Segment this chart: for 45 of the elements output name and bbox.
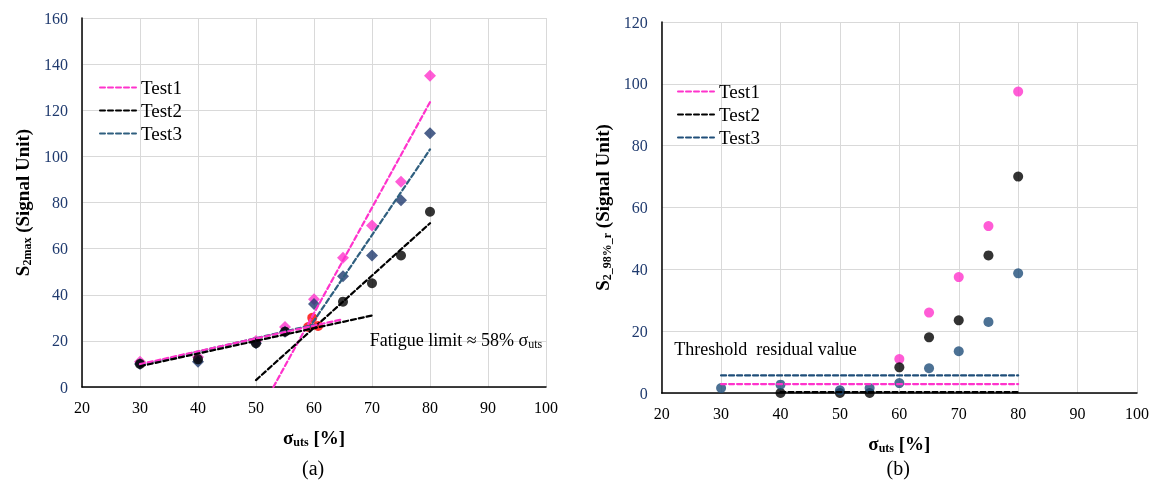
y-tick-label: 80	[631, 137, 648, 155]
legend-label: Test1	[719, 81, 760, 102]
y-tick-label: 140	[44, 55, 68, 73]
y-tick-label: 60	[631, 199, 648, 216]
text: (b)	[886, 457, 910, 480]
y-tick-label: 100	[623, 75, 648, 93]
y-axis-title: S2max (Signal Unit)	[12, 128, 35, 277]
annotation: Threshold residual value	[674, 338, 857, 359]
x-tick-label: 60	[891, 404, 908, 422]
x-tick-label: 50	[248, 398, 264, 416]
x-tick-label: 40	[190, 398, 206, 416]
y-tick-label: 20	[631, 322, 648, 340]
x-tick-label: 70	[364, 398, 380, 416]
y-tick-label: 0	[639, 384, 648, 402]
y-tick-label: 80	[52, 194, 68, 211]
legend-label: Test2	[141, 100, 182, 121]
x-tick-label: 70	[950, 404, 967, 422]
x-tick-label: 80	[422, 398, 438, 416]
x-tick-label: 90	[480, 398, 496, 416]
x-tick-label: 50	[831, 404, 848, 422]
legend-label: Test1	[141, 77, 182, 98]
x-tick-label: 100	[1125, 404, 1149, 422]
y-tick-label: 120	[623, 13, 648, 31]
y-tick-label: 20	[52, 332, 68, 350]
text: (a)	[302, 457, 325, 480]
y-tick-label: 160	[44, 9, 68, 27]
y-tick-label: 40	[631, 260, 648, 278]
x-tick-label: 20	[74, 398, 90, 416]
legend-label: Test2	[719, 104, 760, 125]
x-tick-label: 30	[713, 404, 730, 422]
legend-label: Test3	[719, 127, 760, 148]
y-tick-label: 40	[52, 286, 68, 304]
x-tick-label: 40	[772, 404, 789, 422]
y-tick-label: 60	[52, 240, 68, 258]
x-tick-label: 100	[534, 398, 558, 416]
x-tick-label: 80	[1010, 404, 1027, 422]
y-tick-label: 100	[44, 147, 68, 165]
y-tick-label: 0	[60, 378, 68, 396]
x-tick-label: 30	[132, 398, 148, 416]
x-tick-label: 60	[306, 398, 322, 416]
y-tick-label: 120	[44, 101, 68, 119]
x-tick-label: 20	[653, 404, 670, 422]
x-tick-label: 90	[1069, 404, 1086, 422]
legend-label: Test3	[141, 123, 182, 144]
y-axis-title: S2_98%_r (Signal Unit)	[592, 124, 614, 291]
